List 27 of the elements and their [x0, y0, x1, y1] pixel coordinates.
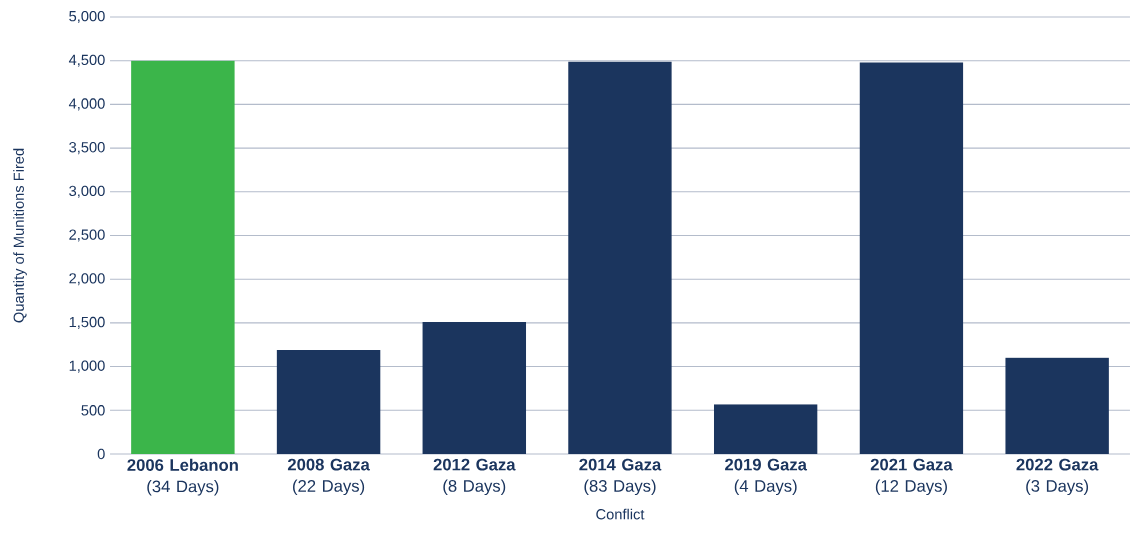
bar: [1005, 357, 1109, 454]
x-tick-label: 2019 Gaza (4 Days): [725, 458, 808, 496]
bar: [713, 404, 818, 454]
y-tick-label: 1,000: [69, 360, 105, 373]
y-tick-label: 1,500: [69, 316, 105, 329]
y-tick-label: 500: [81, 405, 105, 416]
bar: [276, 349, 381, 454]
y-tick-label: 4,000: [68, 98, 105, 111]
y-tick-label: 3,500: [69, 142, 105, 155]
bar: [568, 61, 672, 454]
x-tick-label: 2022 Gaza (3 Days): [1016, 458, 1099, 496]
x-tick-label: 2021 Gaza (12 Days): [870, 458, 953, 496]
bar: [131, 60, 235, 454]
y-tick-label: 0: [97, 448, 105, 460]
y-tick-label: 2,500: [69, 229, 105, 242]
y-tick-label: 5,000: [69, 10, 105, 24]
x-axis-title: Conflict: [596, 508, 645, 520]
y-tick-label: 3,000: [69, 185, 105, 198]
x-tick-label: 2012 Gaza (8 Days): [433, 458, 516, 496]
x-tick-label: 2006 Lebanon (34 Days): [127, 458, 238, 496]
x-tick-label: 2008 Gaza (22 Days): [287, 458, 370, 496]
bar: [422, 322, 527, 454]
y-axis-title: Quantity of Munitions Fired: [13, 148, 27, 323]
y-tick-label: 4,500: [68, 54, 105, 67]
y-tick-label: 2,000: [69, 273, 105, 286]
bar: [859, 62, 964, 454]
x-tick-label: 2014 Gaza (83 Days): [579, 458, 662, 496]
